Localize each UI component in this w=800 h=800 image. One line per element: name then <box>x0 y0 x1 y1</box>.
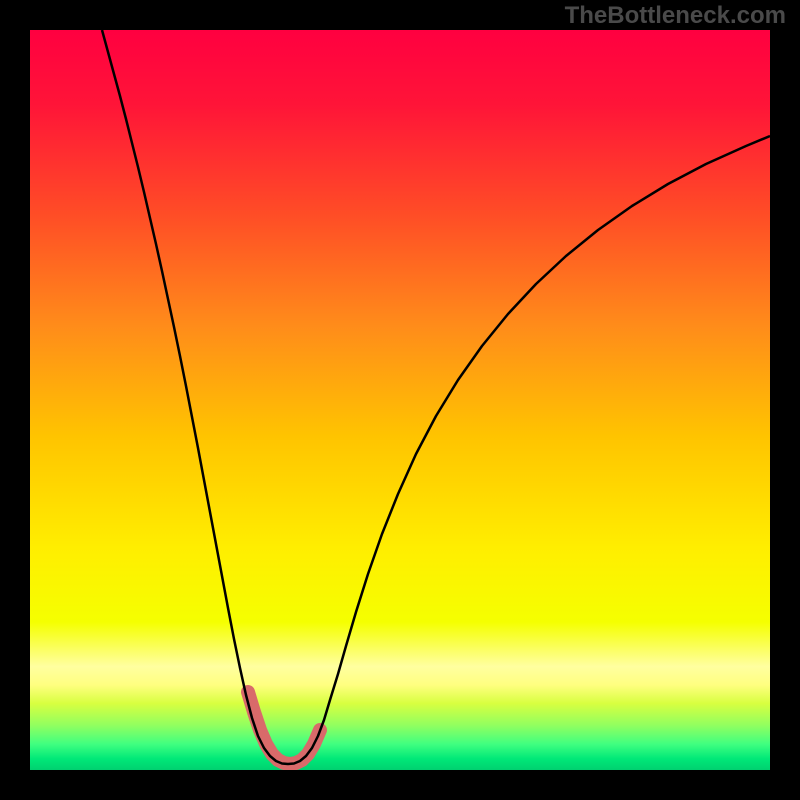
plot-area <box>30 30 770 770</box>
gradient-background <box>30 30 770 770</box>
watermark-text: TheBottleneck.com <box>565 2 786 30</box>
plot-svg <box>30 30 770 770</box>
